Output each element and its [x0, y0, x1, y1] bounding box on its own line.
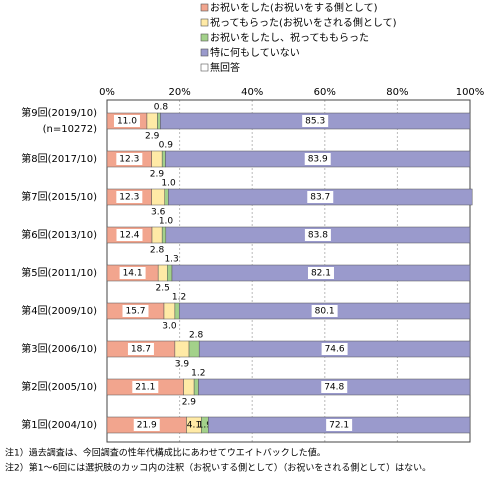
legend-swatch — [200, 33, 209, 42]
bar-segment — [193, 378, 199, 396]
bar-segment — [157, 112, 161, 130]
value-label: 12.3 — [119, 155, 139, 165]
value-label: 72.1 — [329, 421, 349, 431]
value-label: 1.0 — [159, 217, 174, 227]
x-tick-label: 100% — [456, 87, 485, 98]
value-label-bg — [119, 267, 146, 279]
category-label: 第2回(2005/10) — [21, 380, 97, 393]
value-label: 74.8 — [324, 383, 344, 393]
legend-swatch — [200, 48, 209, 57]
bar-segment — [151, 150, 163, 168]
category-label: 第6回(2013/10) — [21, 228, 97, 241]
category-label: 第9回(2019/10) — [21, 106, 97, 119]
note: 注1）過去調査は、今回調査の性年代構成比にあわせてウエイトバックした値。 — [5, 447, 326, 459]
value-label-bg — [321, 381, 348, 393]
x-tick-label: 20% — [168, 87, 190, 98]
value-label: 1.9 — [198, 421, 213, 431]
value-label-bg — [127, 343, 154, 355]
value-label-bg — [116, 191, 143, 203]
value-label: 2.8 — [189, 331, 204, 341]
bar-segment — [174, 340, 190, 358]
value-label: 11.0 — [117, 117, 137, 127]
value-label-bg — [116, 153, 143, 165]
value-label-bg — [311, 305, 338, 317]
value-label: 2.9 — [182, 398, 197, 408]
category-label: 第3回(2006/10) — [21, 342, 97, 355]
value-label-bg — [122, 305, 149, 317]
value-label: 2.9 — [145, 132, 160, 142]
category-label: 第4回(2009/10) — [21, 304, 97, 317]
value-label-bg — [326, 419, 353, 431]
value-label-bg — [116, 229, 143, 241]
value-label: 2.9 — [150, 170, 165, 180]
bar-segment — [157, 264, 168, 282]
legend-label: お祝いをしたし、祝ってももらった — [210, 31, 369, 44]
value-label-bg — [304, 229, 331, 241]
bar-segment — [151, 188, 165, 206]
value-label: 2.8 — [150, 246, 165, 256]
value-label-bg — [133, 419, 160, 431]
category-label: 第8回(2017/10) — [21, 152, 97, 165]
value-label: 4.1 — [187, 421, 201, 431]
note: 注2）第1～6回には選択肢のカッコ内の注釈（お祝いする側として）（お祝いをされる… — [5, 462, 431, 474]
value-label-bg — [304, 153, 331, 165]
value-label-bg — [307, 267, 334, 279]
value-label: 83.9 — [308, 155, 328, 165]
value-label: 80.1 — [315, 307, 335, 317]
bar-segment — [167, 264, 173, 282]
bar-segment — [174, 302, 180, 320]
value-label: 1.2 — [172, 293, 186, 303]
value-label: 15.7 — [125, 307, 145, 317]
category-label: 第5回(2011/10) — [21, 266, 97, 279]
value-label-bg — [302, 115, 329, 127]
legend-swatch — [200, 3, 209, 12]
category-label: 第7回(2015/10) — [21, 190, 97, 203]
x-tick-label: 0% — [99, 87, 115, 98]
value-label: 85.3 — [305, 117, 325, 127]
value-label: 83.8 — [308, 231, 328, 241]
value-label: 12.3 — [119, 193, 139, 203]
value-label: 14.1 — [123, 269, 143, 279]
value-label: 1.3 — [164, 255, 178, 265]
value-label: 18.7 — [131, 345, 151, 355]
bar-segment — [161, 150, 166, 168]
bar-segment — [188, 340, 200, 358]
bar-segment — [164, 188, 169, 206]
value-label: 83.7 — [310, 193, 330, 203]
x-tick-label: 80% — [386, 87, 408, 98]
bar-segment — [183, 378, 195, 396]
value-label: 21.9 — [137, 421, 157, 431]
value-label: 0.8 — [154, 103, 169, 113]
legend-swatch — [200, 18, 209, 27]
value-label: 0.9 — [159, 141, 174, 151]
value-label-bg — [321, 343, 348, 355]
legend-label: 特に何もしていない — [210, 46, 300, 59]
value-label-bg — [132, 381, 159, 393]
x-tick-label: 60% — [314, 87, 336, 98]
value-label: 12.4 — [119, 231, 139, 241]
value-label: 1.0 — [161, 179, 176, 189]
bar-segment — [161, 226, 167, 244]
legend-label: 無回答 — [210, 61, 240, 74]
value-label: 82.1 — [311, 269, 331, 279]
value-label: 3.9 — [175, 360, 190, 370]
value-label-bg — [113, 115, 140, 127]
legend-label: お祝いをした(お祝いをする側として) — [210, 1, 378, 14]
bar-segment — [163, 302, 176, 320]
value-label: 21.1 — [135, 383, 155, 393]
x-tick-label: 40% — [241, 87, 263, 98]
value-label: 3.6 — [151, 208, 166, 218]
value-label: 3.0 — [162, 322, 177, 332]
legend-label: 祝ってもらった(お祝いをされる側として) — [210, 16, 397, 29]
legend-swatch — [200, 63, 209, 72]
value-label: 2.5 — [156, 284, 170, 294]
category-label: 第1回(2004/10) — [21, 418, 97, 431]
value-label: 1.2 — [191, 369, 205, 379]
bar-segment — [151, 226, 163, 244]
category-note: (n=10272) — [43, 124, 97, 135]
value-label: 74.6 — [325, 345, 345, 355]
value-label-bg — [307, 191, 334, 203]
bar-segment — [146, 112, 158, 130]
